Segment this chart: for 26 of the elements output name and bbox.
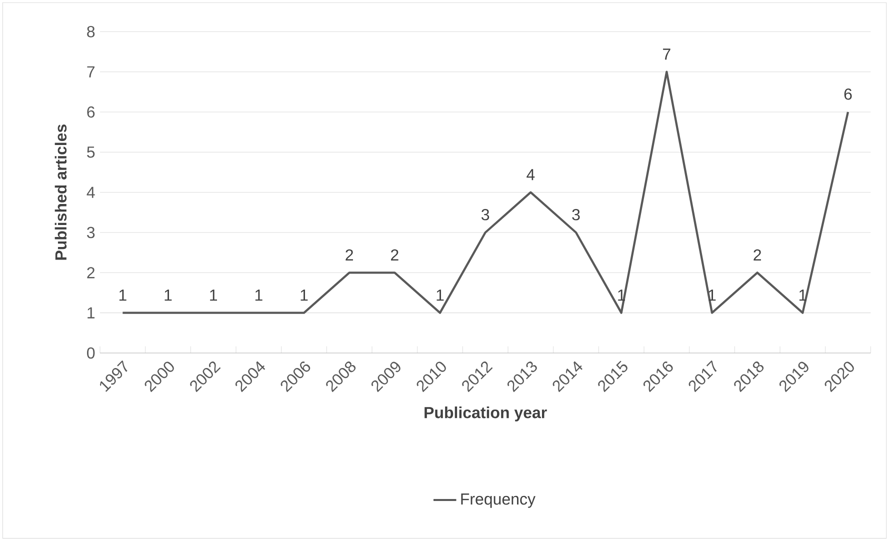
data-label: 2 xyxy=(754,249,761,260)
y-tick-label: 7 xyxy=(87,66,94,78)
y-tick-label: 5 xyxy=(87,146,95,158)
y-tick-label: 4 xyxy=(86,186,95,198)
data-label: 6 xyxy=(844,88,852,100)
y-tick-label: 2 xyxy=(87,267,94,278)
data-label: 1 xyxy=(436,290,444,301)
y-tick-label: 0 xyxy=(87,347,95,359)
data-label: 1 xyxy=(300,290,308,301)
y-tick-label: 8 xyxy=(87,26,95,38)
data-label: 1 xyxy=(119,290,126,301)
data-label: 3 xyxy=(481,208,490,220)
y-tick-label: 6 xyxy=(87,106,95,118)
data-label: 7 xyxy=(663,48,670,60)
data-label: 3 xyxy=(572,208,580,220)
data-label: 2 xyxy=(391,249,398,260)
data-label: 4 xyxy=(526,169,535,180)
x-axis-title: Publication year xyxy=(424,406,547,422)
y-axis-title: Published articles xyxy=(54,124,67,260)
legend-label: Frequency xyxy=(461,494,536,508)
data-label: 1 xyxy=(210,290,218,301)
data-label: 1 xyxy=(255,290,262,301)
data-label: 1 xyxy=(164,290,172,301)
data-label: 2 xyxy=(346,249,353,260)
y-tick-label: 3 xyxy=(87,226,95,238)
y-tick-label: 1 xyxy=(88,307,95,318)
